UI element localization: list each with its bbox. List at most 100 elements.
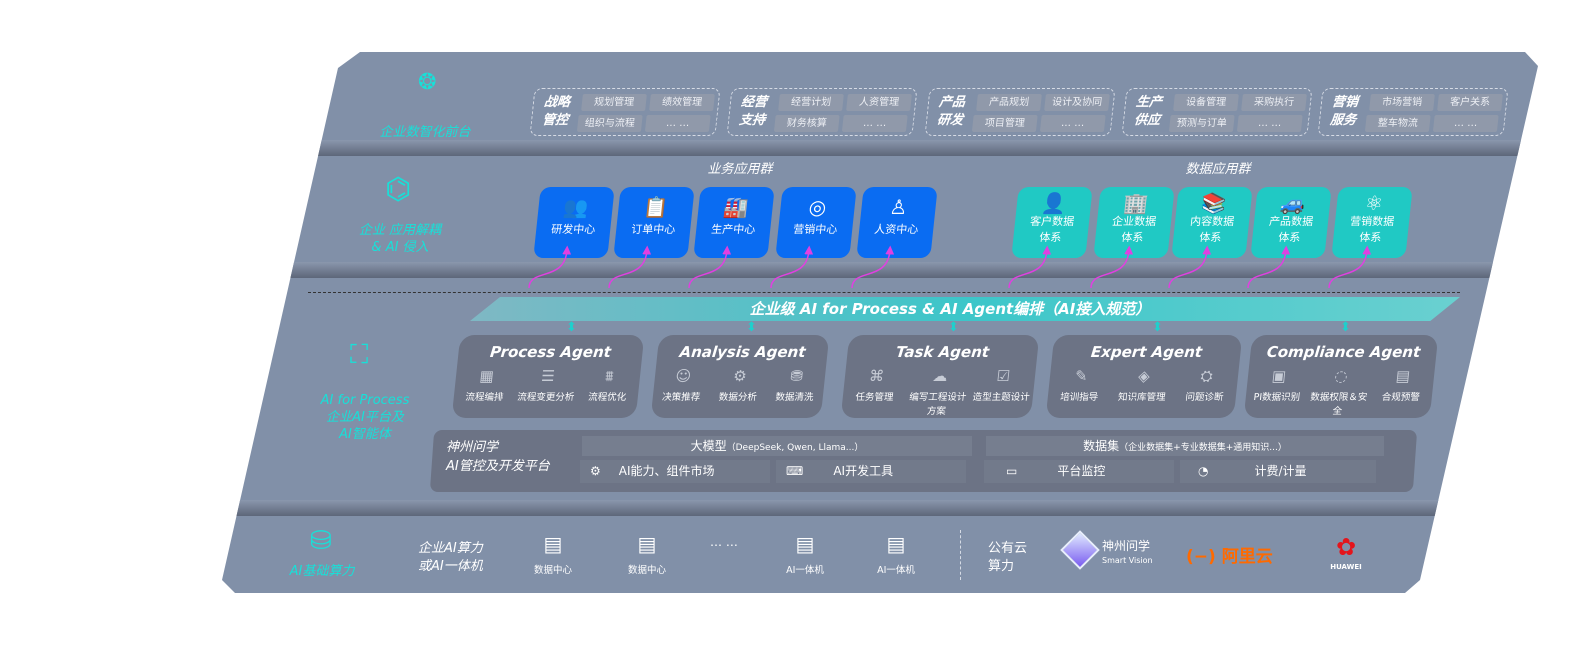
server-icon: ▤ bbox=[886, 532, 906, 556]
agent-capability: ☰ 流程变更分析 bbox=[515, 367, 580, 403]
connector-arrow bbox=[608, 245, 652, 289]
agent-card[interactable]: Task Agent ⌘ 任务管理 ☁ 编写工程设计方案 ☑ 造型主题设计 bbox=[840, 335, 1040, 418]
connector-arrow bbox=[688, 245, 732, 289]
public-cloud: 公有云 算力 bbox=[988, 540, 1027, 576]
server-label: 数据中心 bbox=[533, 565, 572, 576]
capability-icon: ▣ bbox=[1271, 367, 1288, 385]
capability-icon: ▦ bbox=[478, 367, 495, 385]
agent-card[interactable]: Analysis Agent ☺ 决策推荐 ⚙ 数据分析 ⛃ 数据清洗 bbox=[650, 335, 830, 418]
double-arrow-icon: ⬍ bbox=[566, 320, 577, 335]
platform-title-line: AI管控及开发平台 bbox=[446, 459, 550, 474]
platform-title: 神州问学 AI管控及开发平台 bbox=[446, 438, 550, 476]
agent-title: Process Agent bbox=[489, 343, 612, 361]
double-arrow-icon: ⬍ bbox=[948, 320, 959, 335]
data-group-title: 数据应用群 bbox=[1185, 162, 1251, 177]
monitor-icon: ▭ bbox=[1006, 464, 1018, 478]
platform-cell[interactable]: ⌨ AI开发工具 bbox=[776, 460, 966, 483]
agent-capability: ☁ 编写工程设计方案 bbox=[904, 367, 972, 417]
platform-cell[interactable]: ◔ 计费/计量 bbox=[1180, 460, 1376, 483]
capability-icon: ⌘ bbox=[868, 367, 886, 385]
capability-label: 数据分析 bbox=[718, 392, 758, 403]
public-cloud-line: 公有云 bbox=[988, 541, 1028, 556]
server-icon: ▤ bbox=[795, 532, 815, 556]
vertical-divider bbox=[960, 530, 961, 580]
capability-icon: ⛃ bbox=[789, 367, 804, 385]
agent-title: Compliance Agent bbox=[1265, 343, 1422, 361]
capability-icon: ✎ bbox=[1074, 367, 1089, 385]
public-cloud-line: 算力 bbox=[988, 559, 1015, 574]
capability-label: 知识库管理 bbox=[1117, 392, 1167, 403]
layer4-label: AI基础算力 bbox=[289, 564, 355, 579]
agent-capability: ⚙ 数据分析 bbox=[709, 367, 769, 403]
agent-title: Analysis Agent bbox=[678, 343, 807, 361]
capability-icon: ⛭ bbox=[1199, 367, 1214, 385]
platform-cell[interactable]: ▭ 平台监控 bbox=[984, 460, 1174, 483]
layer-divider bbox=[222, 262, 1538, 278]
layer3-label-line: AI智能体 bbox=[339, 427, 391, 442]
model-note: （DeepSeek, Qwen, Llama...） bbox=[726, 443, 864, 453]
molecule-icon: ⌬ bbox=[385, 172, 412, 207]
connector-arrow bbox=[528, 245, 572, 289]
model-bar: 大模型（DeepSeek, Qwen, Llama...） bbox=[582, 436, 972, 456]
smart-vision-name: 神州问学 bbox=[1102, 539, 1151, 553]
layer3-label-line: AI for Process bbox=[320, 393, 410, 408]
server-icon: ▤ bbox=[637, 532, 657, 556]
server-item: ▤ AI一体机 bbox=[775, 532, 835, 576]
connector-arrow bbox=[851, 245, 895, 289]
capability-icon: ◌ bbox=[1333, 367, 1349, 385]
connector-arrow bbox=[1008, 245, 1052, 289]
connector-arrow bbox=[1090, 245, 1134, 289]
layer1-label: 企业数智化前台 bbox=[379, 125, 471, 140]
agent-card[interactable]: Process Agent ▦ 流程编排 ☰ 流程变更分析 ⩩ 流程优化 bbox=[451, 335, 645, 418]
server-label: AI一体机 bbox=[877, 565, 915, 576]
ellipsis: … … bbox=[710, 535, 738, 549]
agent-capability: ▣ PI数据识别 bbox=[1244, 367, 1311, 417]
layer-divider bbox=[222, 140, 1538, 156]
enterprise-compute-line: 企业AI算力 bbox=[418, 541, 483, 556]
capability-label: 数据清洗 bbox=[774, 392, 815, 403]
agent-capability: ☺ 决策推荐 bbox=[652, 367, 712, 403]
agent-card[interactable]: Expert Agent ✎ 培训指导 ◈ 知识库管理 ⛭ 问题诊断 bbox=[1045, 335, 1243, 418]
agent-capability: ◌ 数据权限＆安全 bbox=[1306, 367, 1373, 417]
layer-divider bbox=[222, 500, 1538, 516]
capability-label: 任务管理 bbox=[854, 392, 895, 403]
agent-capability: ▦ 流程编排 bbox=[454, 367, 519, 403]
capability-label: 编写工程设计方案 bbox=[908, 392, 967, 417]
platform-cell-label: AI开发工具 bbox=[833, 464, 894, 478]
business-group-title: 业务应用群 bbox=[707, 162, 773, 177]
face-scan-icon: ⛶ bbox=[350, 340, 369, 370]
layer2-label-line: & AI 侵入 bbox=[371, 240, 429, 255]
connector-arrow bbox=[770, 245, 814, 289]
enterprise-compute-line: 或AI一体机 bbox=[418, 559, 483, 574]
capability-label: 培训指导 bbox=[1059, 392, 1099, 403]
dashed-divider bbox=[308, 292, 1460, 293]
agent-capability: ◈ 知识库管理 bbox=[1110, 367, 1176, 403]
capability-icon: ☰ bbox=[540, 367, 556, 385]
capability-label: 流程优化 bbox=[587, 392, 627, 403]
aliyun-name: 阿里云 bbox=[1221, 547, 1273, 567]
market-icon: ⚙ bbox=[590, 464, 601, 478]
agent-capability: ⛭ 问题诊断 bbox=[1173, 367, 1239, 403]
layer3-label: AI for Process 企业AI平台及 AI智能体 bbox=[300, 392, 430, 443]
dev-tool-icon: ⌨ bbox=[786, 464, 804, 478]
agent-card[interactable]: Compliance Agent ▣ PI数据识别 ◌ 数据权限＆安全 ▤ 合规预警 bbox=[1243, 335, 1439, 418]
server-label: 数据中心 bbox=[627, 565, 666, 576]
connector-arrow bbox=[1328, 245, 1372, 289]
dataset-bar: 数据集（企业数据集+专业数据集+通用知识...） bbox=[986, 436, 1384, 456]
capability-label: 数据权限＆安全 bbox=[1309, 392, 1368, 417]
double-arrow-icon: ⬍ bbox=[1340, 320, 1351, 335]
server-icon: ▤ bbox=[543, 532, 563, 556]
platform-cell[interactable]: ⚙ AI能力、组件市场 bbox=[580, 460, 770, 483]
enterprise-compute: 企业AI算力 或AI一体机 bbox=[418, 540, 483, 576]
capability-icon: ☺ bbox=[674, 367, 693, 385]
smart-vision-brand: 神州问学 Smart Vision bbox=[1102, 540, 1153, 567]
dataset-label: 数据集 bbox=[1083, 439, 1120, 453]
connector-arrow bbox=[1168, 245, 1212, 289]
agent-capability: ⌘ 任务管理 bbox=[841, 367, 909, 417]
huawei-logo: ✿ bbox=[1335, 533, 1357, 561]
capability-label: 流程变更分析 bbox=[516, 392, 575, 403]
agent-capability: ⩩ 流程优化 bbox=[576, 367, 641, 403]
layer3-label-line: 企业AI平台及 bbox=[326, 410, 404, 425]
